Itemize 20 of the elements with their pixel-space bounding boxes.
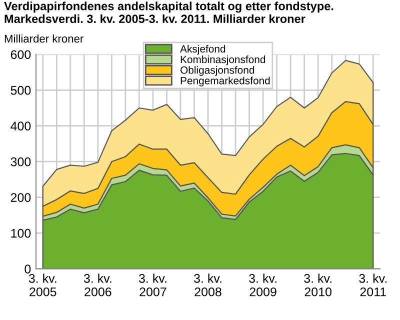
y-tick-label: 100 [11, 228, 31, 238]
x-tick-label: 3. kv. 2005 [28, 274, 56, 296]
legend-label: Obligasjonsfond [180, 66, 254, 76]
x-tick-label: 3. kv. 2007 [138, 274, 166, 296]
y-tick-label: 300 [10, 157, 31, 166]
legend-label: Aksjefond [180, 44, 226, 55]
legend-label: Pengemarkedsfond [180, 76, 270, 86]
x-tick-label: 3. kv. 2011 [359, 274, 386, 296]
legend-label: Kombinasjonsfond [180, 56, 266, 66]
chart-title: Verdipapirfondenes andelskapital totalt og etter fondstype. Markedsverdi. 3. kv. 2005-3. kv. 2011. Milliarder kroner [4, 2, 334, 24]
y-axis-title: Milliarder kroner [4, 34, 84, 43]
x-tick-label: 3. kv. 2009 [249, 274, 276, 296]
y-tick-label: 200 [10, 193, 31, 202]
x-tick-label: 3. kv. 2010 [304, 274, 332, 296]
y-tick-label: 0 [24, 264, 31, 274]
y-tick-label: 600 [10, 50, 31, 60]
x-tick-label: 3. kv. 2008 [194, 274, 222, 296]
y-tick-label: 400 [10, 122, 31, 131]
x-tick-label: 3. kv. 2006 [84, 274, 112, 296]
y-tick-label: 500 [10, 86, 31, 95]
